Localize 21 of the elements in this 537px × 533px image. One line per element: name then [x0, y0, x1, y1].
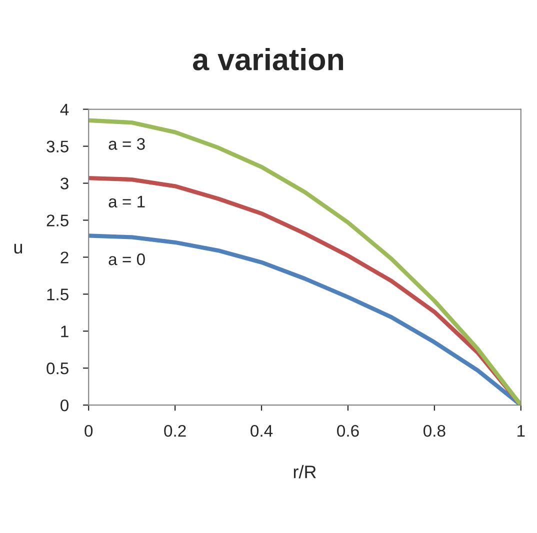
y-tick-label: 4 [60, 104, 69, 116]
x-tick-label: 0.2 [164, 424, 186, 437]
y-tick-label: 1.5 [47, 288, 68, 300]
x-tick-label: 0.6 [337, 424, 359, 437]
y-axis-title: u [14, 244, 22, 254]
chart-title: a variation [192, 48, 344, 70]
y-tick-label: 0.5 [46, 362, 68, 374]
series-label: a = 3 [108, 138, 145, 150]
x-tick-label: 0.8 [424, 424, 446, 437]
y-tick-label: 2 [60, 252, 68, 264]
series-label: a = 0 [108, 253, 145, 266]
y-tick-label: 3 [60, 178, 68, 190]
series-label: a = 1 [108, 196, 145, 208]
y-tick-label: 2.5 [46, 214, 68, 226]
x-tick-label: 1 [518, 425, 525, 437]
x-tick-label: 0.4 [250, 424, 273, 437]
y-tick-label: 1 [61, 326, 68, 338]
y-tick-label: 3.5 [46, 140, 68, 152]
x-tick-label: 0 [84, 424, 93, 437]
x-axis-title: r/R [294, 465, 316, 478]
y-tick-label: 0 [60, 399, 69, 412]
